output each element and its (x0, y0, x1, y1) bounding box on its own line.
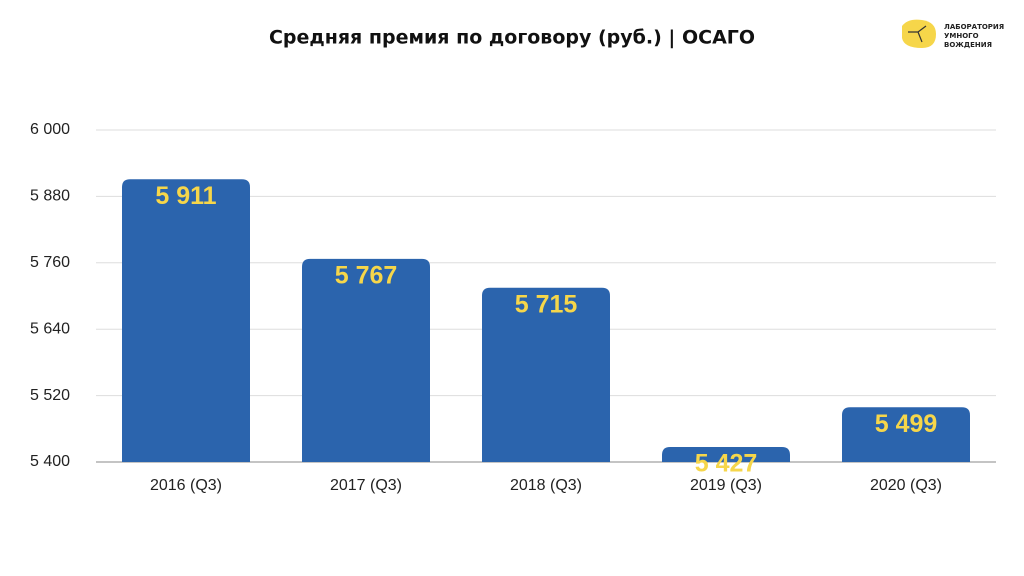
value-label: 5 767 (335, 262, 398, 290)
value-label: 5 715 (515, 290, 578, 318)
x-tick-label: 2020 (Q3) (870, 477, 942, 494)
value-label: 5 911 (155, 182, 216, 210)
bar (842, 407, 970, 462)
y-tick-label: 6 000 (30, 121, 70, 138)
value-label: 5 499 (875, 410, 938, 438)
logo-text: УМНОГО (944, 32, 979, 40)
x-tick-label: 2017 (Q3) (330, 477, 402, 494)
bar (122, 179, 250, 462)
y-tick-label: 5 760 (30, 254, 70, 271)
chart-title: Средняя премия по договору (руб.) | ОСАГ… (269, 27, 755, 49)
y-tick-label: 5 400 (30, 453, 70, 470)
logo-text: ВОЖДЕНИЯ (944, 41, 992, 49)
x-tick-label: 2019 (Q3) (690, 477, 762, 494)
logo: ЛАБОРАТОРИЯ УМНОГО ВОЖДЕНИЯ (902, 19, 1004, 49)
bar (662, 447, 790, 462)
bar (482, 287, 610, 462)
x-tick-label: 2018 (Q3) (510, 477, 582, 494)
value-label: 5 427 (695, 450, 758, 478)
logo-icon (908, 25, 927, 43)
y-tick-label: 5 520 (30, 387, 70, 404)
bar (302, 258, 430, 462)
y-tick-label: 5 880 (30, 188, 70, 205)
x-tick-label: 2016 (Q3) (150, 477, 222, 494)
y-tick-label: 5 640 (30, 320, 70, 337)
logo-text: ЛАБОРАТОРИЯ (944, 23, 1004, 31)
